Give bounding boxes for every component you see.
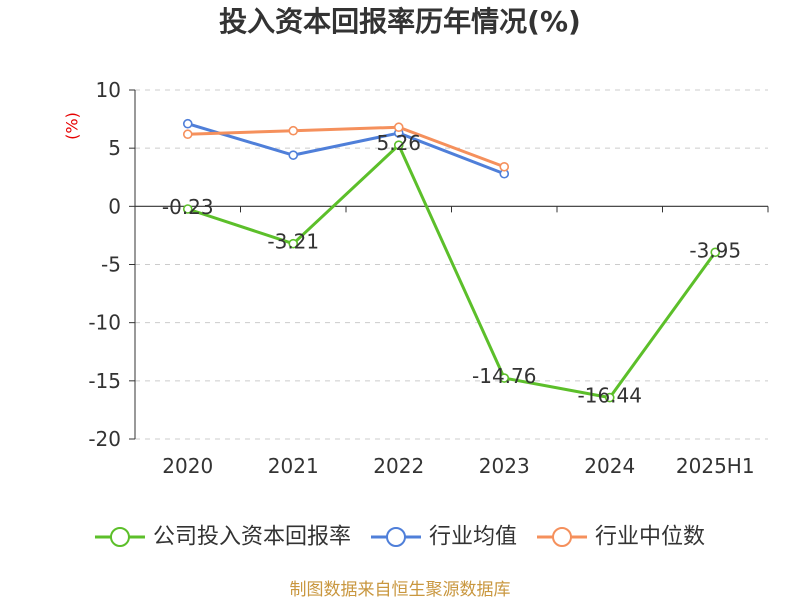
- y-tick-label: -5: [101, 253, 121, 277]
- data-point: [393, 122, 404, 133]
- data-label: -3.95: [689, 238, 741, 262]
- series-line-industry-median: [186, 125, 506, 169]
- source-footer: 制图数据来自恒生聚源数据库: [289, 580, 511, 600]
- legend-item-industry-median[interactable]: 行业中位数: [537, 525, 705, 550]
- data-point: [182, 129, 193, 140]
- data-point: [604, 392, 615, 403]
- series-line-company-roic: [186, 143, 717, 400]
- y-axis-label: (%): [63, 112, 82, 140]
- x-tick-label: 2022: [373, 454, 424, 478]
- legend: 公司投入资本回报率 行业均值 行业中位数: [94, 525, 705, 550]
- data-label: -14.76: [472, 364, 536, 388]
- x-tick-label: 2024: [584, 454, 635, 478]
- data-label: -16.44: [578, 384, 642, 408]
- x-tick-label: 2025H1: [676, 454, 755, 478]
- data-label: 5.26: [376, 131, 421, 155]
- y-tick-labels: 10 5 0 -5 -10 -15 -20: [88, 78, 135, 451]
- data-point: [288, 238, 299, 249]
- legend-label: 行业均值: [429, 525, 517, 550]
- legend-label: 行业中位数: [595, 525, 705, 550]
- data-point: [182, 204, 193, 214]
- y-tick-label: -20: [88, 427, 121, 451]
- y-tick-label: 0: [108, 194, 121, 218]
- legend-circle-icon: [109, 527, 130, 547]
- data-labels: -0.23 -3.21 5.26 -14.76 -16.44 -3.95: [162, 131, 741, 407]
- legend-item-industry-mean[interactable]: 行业均值: [370, 525, 517, 550]
- legend-circle-icon: [552, 527, 573, 547]
- data-point: [182, 118, 193, 129]
- y-tick-label: 5: [108, 136, 121, 160]
- data-point: [499, 161, 510, 172]
- series-industry-median: [182, 122, 510, 172]
- series-industry-mean: [182, 118, 510, 179]
- legend-label: 公司投入资本回报率: [153, 525, 351, 550]
- data-point: [393, 140, 404, 150]
- series-line-industry-mean: [186, 122, 506, 176]
- chart-title: 投入资本回报率历年情况(%): [219, 5, 581, 38]
- y-tick-label: -10: [88, 311, 121, 335]
- x-tick-label: 2021: [268, 454, 319, 478]
- y-tick-label: -15: [88, 369, 121, 393]
- data-label: -0.23: [162, 195, 214, 219]
- data-point: [499, 373, 510, 383]
- x-tick-label: 2020: [162, 454, 213, 478]
- legend-item-company-roic[interactable]: 公司投入资本回报率: [94, 525, 351, 550]
- x-tick-labels: 2020 2021 2022 2023 2024 2025H1: [162, 454, 754, 478]
- data-label: -3.21: [267, 230, 319, 254]
- data-point: [288, 125, 299, 136]
- legend-circle-icon: [385, 527, 406, 547]
- data-point: [288, 150, 299, 160]
- x-tick-label: 2023: [479, 454, 530, 478]
- data-point: [710, 247, 721, 258]
- y-tick-label: 10: [96, 78, 121, 102]
- series-company-roic: [182, 140, 721, 403]
